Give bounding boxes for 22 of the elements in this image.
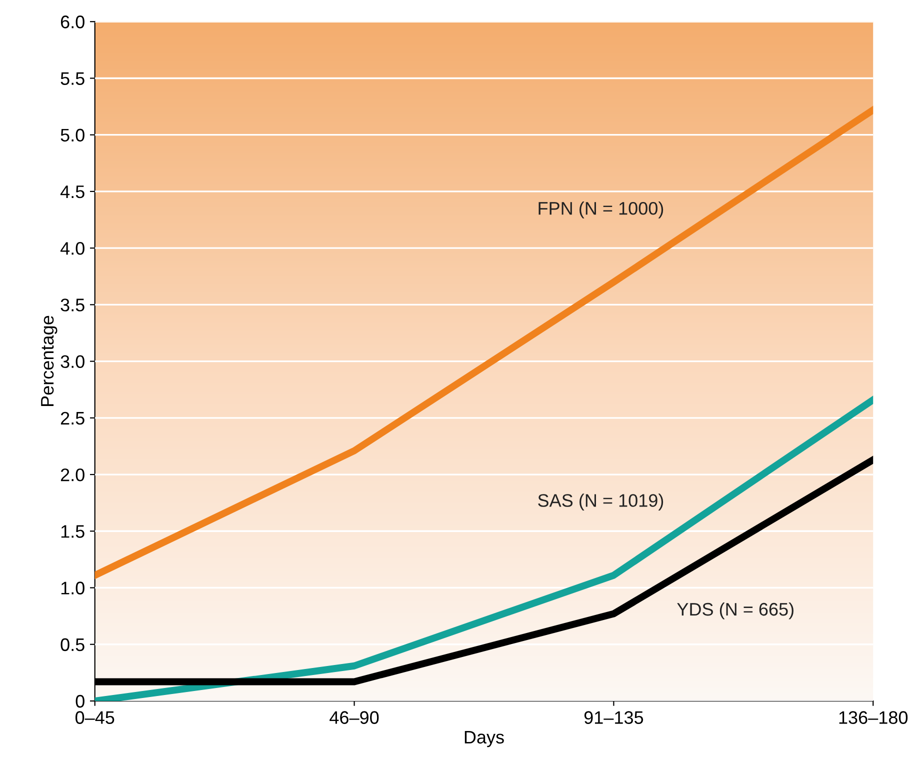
y-tick-label: 6.0 [60,16,84,28]
x-tick-label: 0–45 [75,711,114,724]
y-tick-label: 2.0 [60,468,84,482]
x-tick-label: 136–180 [839,711,908,724]
y-tick-label: 4.5 [60,186,84,198]
y-tick-label: 2.5 [60,412,84,425]
x-axis-title: Days [464,730,504,748]
x-tick-label: 91–135 [584,711,644,724]
y-tick-label: 3.0 [60,355,84,368]
y-tick-label: 5.0 [60,128,84,142]
series-label: FPN (N = 1000) [538,202,664,218]
y-tick-label: 3.5 [60,298,84,312]
y-axis-title: Percentage [41,316,58,406]
series-label: SAS (N = 1019) [538,494,664,510]
series-label: YDS (N = 665) [677,602,794,620]
y-tick-label: 0 [76,694,84,708]
x-tick-label: 46–90 [330,711,379,724]
y-tick-label: 4.0 [60,242,84,255]
y-tick-label: 1.5 [61,525,84,538]
y-tick-label: 0.5 [60,638,84,652]
y-tick-label: 1.0 [61,582,84,594]
y-tick-label: 5.5 [60,72,84,85]
